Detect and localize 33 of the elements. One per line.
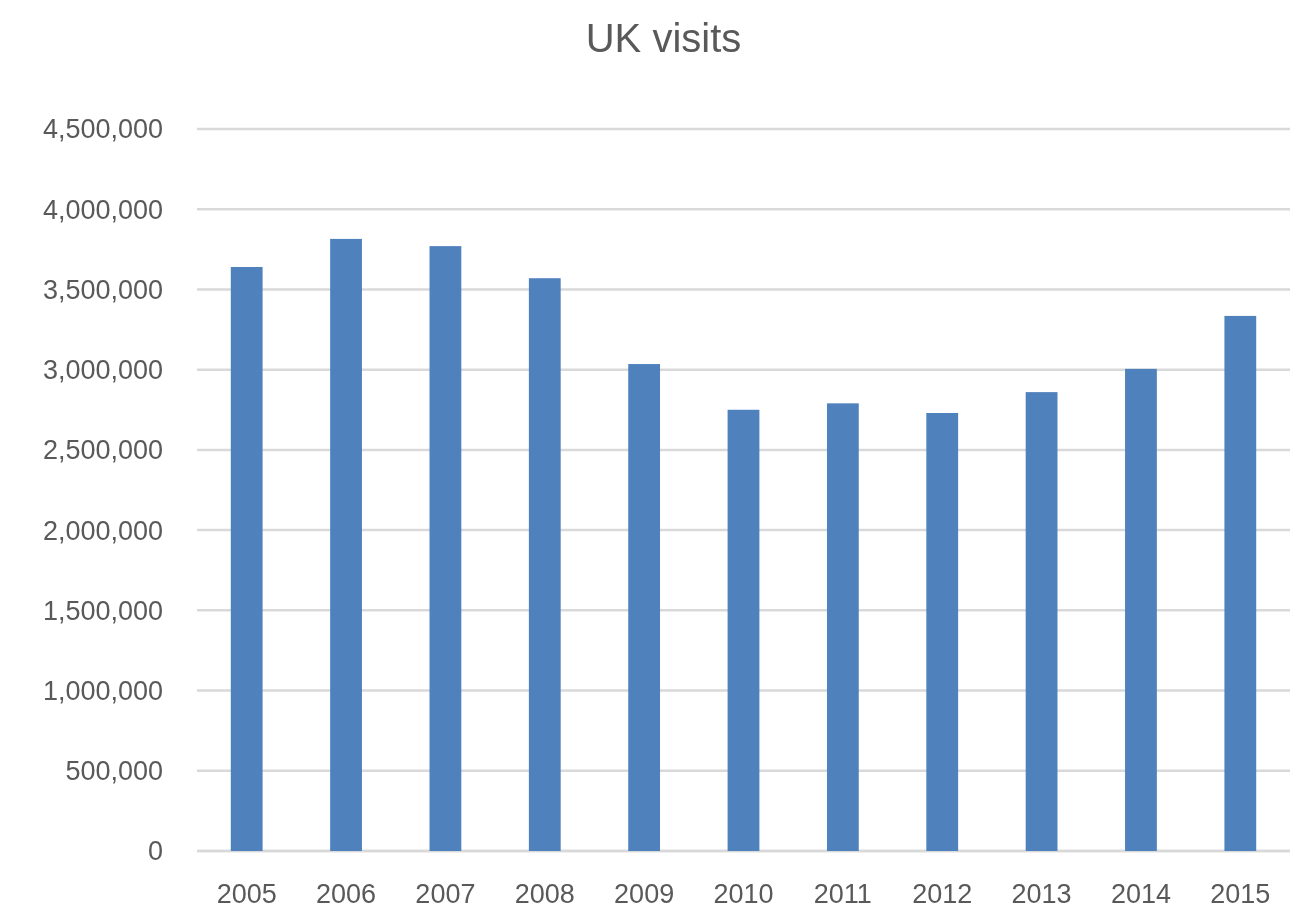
x-tick-label: 2015	[1210, 879, 1271, 909]
bar	[429, 246, 462, 851]
bar	[1125, 368, 1157, 851]
bar	[528, 278, 561, 851]
x-tick-label: 2010	[713, 879, 774, 909]
y-tick-label: 0	[147, 836, 163, 867]
bar	[628, 364, 661, 851]
y-tick-label: 4,500,000	[42, 114, 163, 145]
bar	[1025, 392, 1058, 851]
x-tick-label: 2013	[1011, 879, 1072, 909]
y-tick-label: 3,500,000	[42, 274, 163, 305]
chart-title: UK visits	[585, 16, 742, 60]
y-tick-label: 2,000,000	[42, 515, 163, 546]
bar	[826, 403, 859, 851]
x-tick-label: 2006	[316, 879, 377, 909]
bar	[727, 409, 760, 851]
x-tick-label: 2011	[813, 879, 872, 909]
y-tick-label: 500,000	[65, 756, 163, 787]
x-tick-label: 2012	[912, 879, 973, 909]
bar	[926, 412, 959, 851]
y-tick-label: 2,500,000	[42, 435, 163, 466]
y-tick-label: 1,500,000	[42, 595, 163, 626]
bar	[330, 238, 362, 851]
x-tick-label: 2008	[514, 879, 575, 909]
x-tick-label: 2014	[1110, 879, 1171, 909]
bar	[1224, 315, 1257, 851]
x-tick-label: 2009	[614, 879, 675, 909]
x-tick-label: 2005	[216, 879, 277, 909]
y-tick-label: 4,000,000	[42, 194, 163, 225]
x-tick-label: 2007	[415, 879, 476, 909]
bar	[230, 266, 263, 851]
y-tick-label: 3,000,000	[42, 355, 163, 386]
y-tick-label: 1,000,000	[42, 676, 163, 707]
